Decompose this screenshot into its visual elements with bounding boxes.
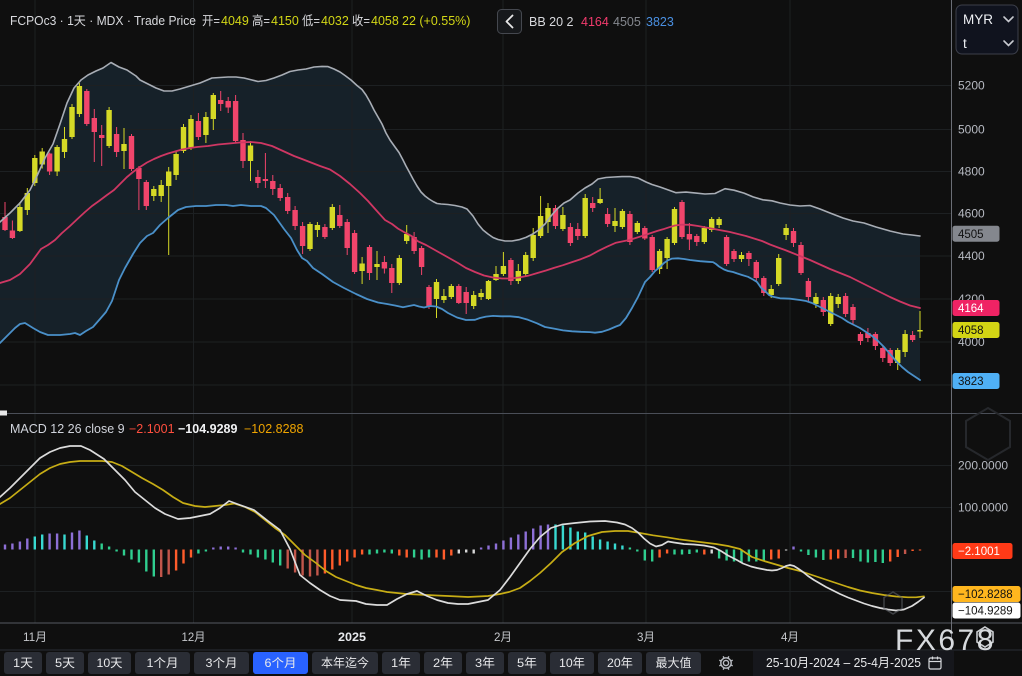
svg-text:BB 20 2: BB 20 2 bbox=[529, 15, 574, 29]
svg-text:−2.1001: −2.1001 bbox=[958, 546, 1000, 558]
svg-text:100.0000: 100.0000 bbox=[958, 501, 1008, 515]
svg-text:−102.8288: −102.8288 bbox=[958, 589, 1013, 601]
svg-text:−2.1001: −2.1001 bbox=[129, 422, 175, 436]
svg-text:4164: 4164 bbox=[958, 303, 984, 315]
svg-text:3823: 3823 bbox=[958, 376, 984, 388]
svg-text:5000: 5000 bbox=[958, 123, 985, 137]
svg-text:200.0000: 200.0000 bbox=[958, 459, 1008, 473]
svg-text:4164: 4164 bbox=[581, 15, 609, 29]
svg-text:4月: 4月 bbox=[781, 630, 799, 644]
svg-text:低=: 低= bbox=[302, 14, 320, 28]
svg-text:1个月: 1个月 bbox=[147, 656, 179, 670]
svg-text:−102.8288: −102.8288 bbox=[244, 422, 303, 436]
svg-text:4600: 4600 bbox=[958, 207, 985, 221]
svg-text:2025: 2025 bbox=[338, 630, 366, 644]
svg-text:4032: 4032 bbox=[321, 14, 349, 28]
svg-text:4049: 4049 bbox=[221, 14, 249, 28]
svg-text:12月: 12月 bbox=[182, 630, 206, 644]
svg-text:22 (+0.55%): 22 (+0.55%) bbox=[402, 14, 470, 28]
svg-text:4150: 4150 bbox=[271, 14, 299, 28]
svg-text:1天: 1天 bbox=[13, 656, 33, 670]
svg-text:收=: 收= bbox=[352, 14, 370, 28]
svg-text:1年: 1年 bbox=[391, 656, 411, 670]
svg-text:4000: 4000 bbox=[958, 335, 985, 349]
svg-text:4058: 4058 bbox=[371, 14, 399, 28]
svg-text:4505: 4505 bbox=[958, 229, 984, 241]
svg-text:本年迄今: 本年迄今 bbox=[321, 655, 369, 670]
svg-text:3月: 3月 bbox=[637, 630, 655, 644]
svg-text:−104.9289: −104.9289 bbox=[178, 422, 237, 436]
svg-text:FCPOc3 · 1天 · MDX · Trade Pric: FCPOc3 · 1天 · MDX · Trade Price bbox=[10, 14, 196, 28]
svg-text:MYR: MYR bbox=[963, 12, 993, 27]
svg-text:25-10月-2024 – 25-4月-2025: 25-10月-2024 – 25-4月-2025 bbox=[766, 656, 921, 670]
svg-text:3个月: 3个月 bbox=[206, 656, 238, 670]
svg-text:4505: 4505 bbox=[613, 15, 641, 29]
svg-text:4400: 4400 bbox=[958, 249, 985, 263]
svg-text:−104.9289: −104.9289 bbox=[958, 606, 1013, 618]
svg-text:3年: 3年 bbox=[475, 656, 495, 670]
svg-text:4058: 4058 bbox=[958, 325, 984, 337]
svg-text:5年: 5年 bbox=[517, 656, 537, 670]
svg-text:MACD 12 26 close 9: MACD 12 26 close 9 bbox=[10, 422, 125, 436]
svg-text:最大值: 最大值 bbox=[656, 655, 692, 670]
svg-text:t: t bbox=[963, 36, 967, 51]
svg-text:5200: 5200 bbox=[958, 79, 985, 93]
svg-text:11月: 11月 bbox=[23, 630, 47, 644]
svg-text:10天: 10天 bbox=[97, 656, 123, 670]
svg-text:5天: 5天 bbox=[55, 656, 75, 670]
svg-text:高=: 高= bbox=[252, 13, 270, 28]
svg-text:2月: 2月 bbox=[494, 630, 512, 644]
svg-text:20年: 20年 bbox=[607, 656, 633, 670]
svg-text:开=: 开= bbox=[202, 14, 220, 28]
svg-text:2年: 2年 bbox=[433, 656, 453, 670]
svg-text:10年: 10年 bbox=[559, 656, 585, 670]
svg-text:6个月: 6个月 bbox=[265, 656, 297, 670]
svg-text:4800: 4800 bbox=[958, 165, 985, 179]
svg-text:3823: 3823 bbox=[646, 15, 674, 29]
